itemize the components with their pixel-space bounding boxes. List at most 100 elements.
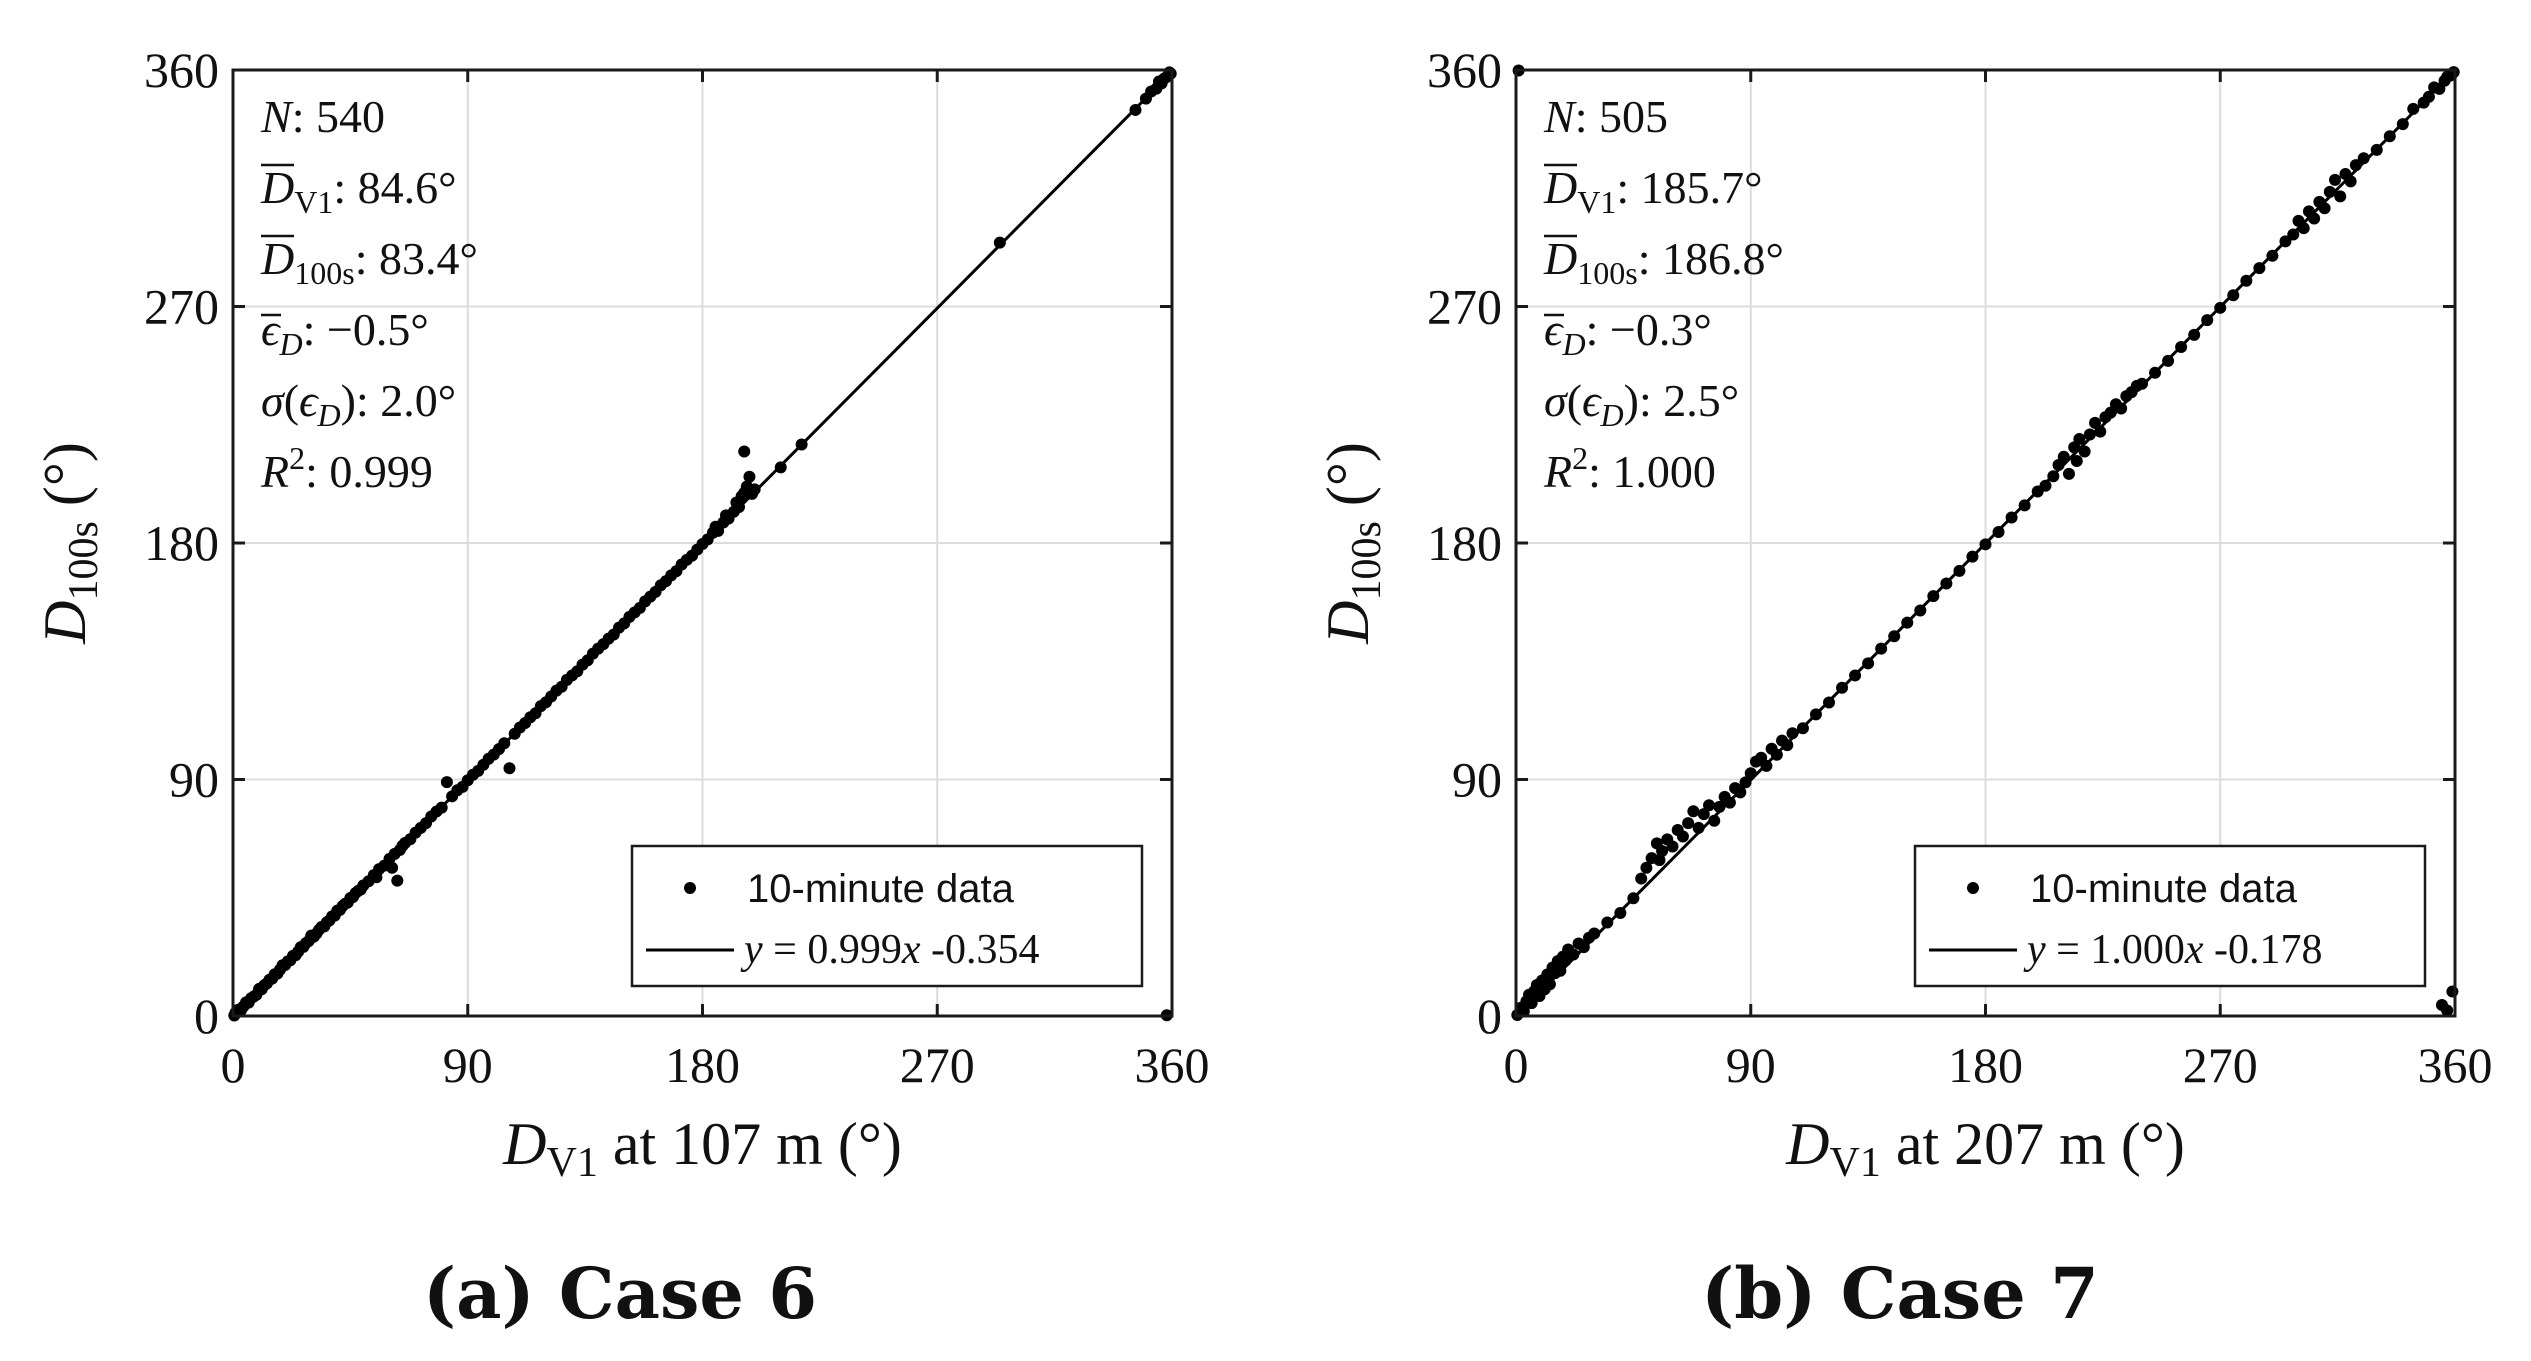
stat-value: : 1.000 [1588, 446, 1716, 497]
data-point [1781, 739, 1794, 752]
data-point [2329, 173, 2342, 186]
data-point [2094, 425, 2107, 438]
data-point [2334, 190, 2347, 203]
data-point [2240, 274, 2253, 287]
data-point [1676, 830, 1689, 843]
data-point [2318, 202, 2331, 215]
y-tick-label: 90 [169, 752, 219, 808]
data-point [1129, 103, 1142, 116]
data-point [1627, 892, 1640, 905]
stat-value: ): 2.0° [341, 375, 457, 426]
x-axis-label-subscript: V1 [1830, 1140, 1881, 1186]
fit-text: -0.178 [2204, 927, 2323, 973]
data-point [1901, 616, 1914, 629]
data-point [2201, 314, 2214, 327]
stat-symbol: σ [261, 375, 286, 426]
fit-symbol: y [2023, 927, 2046, 973]
data-point [738, 445, 751, 458]
data-point [1692, 821, 1705, 834]
data-point [2287, 228, 2300, 241]
stat-subscript: 100s [1577, 255, 1637, 291]
data-point [1786, 727, 1799, 740]
panel-caption: (b) Case 7 [1701, 1252, 2099, 1335]
x-axis-label-symbol: D [1785, 1111, 1829, 1177]
stat-value: : 84.6° [333, 162, 456, 213]
stat-std-error: σ(ϵD): 2.0° [261, 375, 456, 433]
data-point [2297, 222, 2310, 235]
data-point [1888, 630, 1901, 643]
data-point [2308, 212, 2321, 225]
x-axis-label: DV1 at 207 m (°) [1785, 1111, 2185, 1186]
data-point [2039, 479, 2052, 492]
stat-mean-error: ϵD: −0.3° [1544, 304, 1712, 362]
data-point [1862, 657, 1875, 670]
stat-value: : 505 [1575, 91, 1668, 142]
stat-superscript: 2 [289, 440, 305, 476]
panel-caption: (a) Case 6 [423, 1252, 817, 1335]
data-point [774, 461, 787, 474]
data-point [1635, 872, 1648, 885]
stat-subscript: D [1600, 397, 1624, 433]
data-point [2446, 985, 2459, 998]
data-point [1640, 861, 1653, 874]
data-point [733, 500, 746, 513]
x-axis-label-symbol: D [502, 1111, 546, 1177]
stat-mean-d100s: D100s: 186.8° [1543, 233, 1784, 291]
x-axis-label-text: at 107 m [598, 1111, 823, 1177]
stat-symbol: ϵ [1544, 304, 1565, 355]
data-point [2175, 340, 2188, 353]
y-axis-label-subscript: 100s [1344, 521, 1390, 600]
data-point [2407, 102, 2420, 115]
stat-symbol: ϵ [1582, 375, 1603, 426]
data-point [2057, 450, 2070, 463]
data-point [498, 737, 511, 750]
data-point [503, 762, 516, 775]
data-point [2188, 328, 2201, 341]
stat-symbol: D [1543, 233, 1577, 284]
data-point [1979, 538, 1992, 551]
data-point [2279, 235, 2292, 248]
data-point [1713, 800, 1726, 813]
data-point [2349, 159, 2362, 172]
stat-subscript: V1 [1577, 184, 1616, 220]
fit-text: = 1.000 [2046, 927, 2185, 973]
data-point [795, 438, 808, 451]
x-tick-label: 90 [443, 1037, 493, 1093]
stat-symbol: R [1543, 446, 1572, 497]
y-tick-label: 0 [1477, 988, 1502, 1044]
data-point [2253, 262, 2266, 275]
data-point [2047, 470, 2060, 483]
data-point [1588, 927, 1601, 940]
stat-mean-error: ϵD: −0.5° [261, 304, 429, 362]
data-point [1682, 817, 1695, 830]
data-point [2227, 289, 2240, 302]
legend-label-fit: y = 1.000x -0.178 [2023, 927, 2323, 973]
y-tick-label: 90 [1452, 752, 1502, 808]
x-axis-label-unit: (°) [2106, 1111, 2185, 1177]
data-point [1953, 564, 1966, 577]
stat-value: ): 2.5° [1624, 375, 1740, 426]
legend-box [1913, 844, 2427, 988]
data-point [1614, 906, 1627, 919]
data-point [391, 874, 404, 887]
stat-symbol: ϵ [261, 304, 282, 355]
data-point [435, 801, 448, 814]
data-point [1656, 844, 1669, 857]
x-tick-label: 0 [221, 1037, 246, 1093]
stat-mean-d100s: D100s: 83.4° [260, 233, 478, 291]
data-point [1739, 776, 1752, 789]
stat-mean-dv1: DV1: 185.7° [1543, 162, 1763, 220]
legend-point-marker [1967, 882, 1979, 894]
data-point [1836, 681, 1849, 694]
legend-label-fit: y = 0.999x -0.354 [740, 927, 1040, 973]
data-point [2073, 432, 2086, 445]
data-point [1914, 604, 1927, 617]
stat-symbol: R [260, 446, 289, 497]
data-point [1703, 799, 1716, 812]
data-point [1601, 916, 1614, 929]
data-point [1666, 840, 1679, 853]
y-axis-label-subscript: 100s [61, 521, 107, 600]
data-point [2344, 175, 2357, 188]
legend-label-points: 10-minute data [2030, 867, 2298, 911]
